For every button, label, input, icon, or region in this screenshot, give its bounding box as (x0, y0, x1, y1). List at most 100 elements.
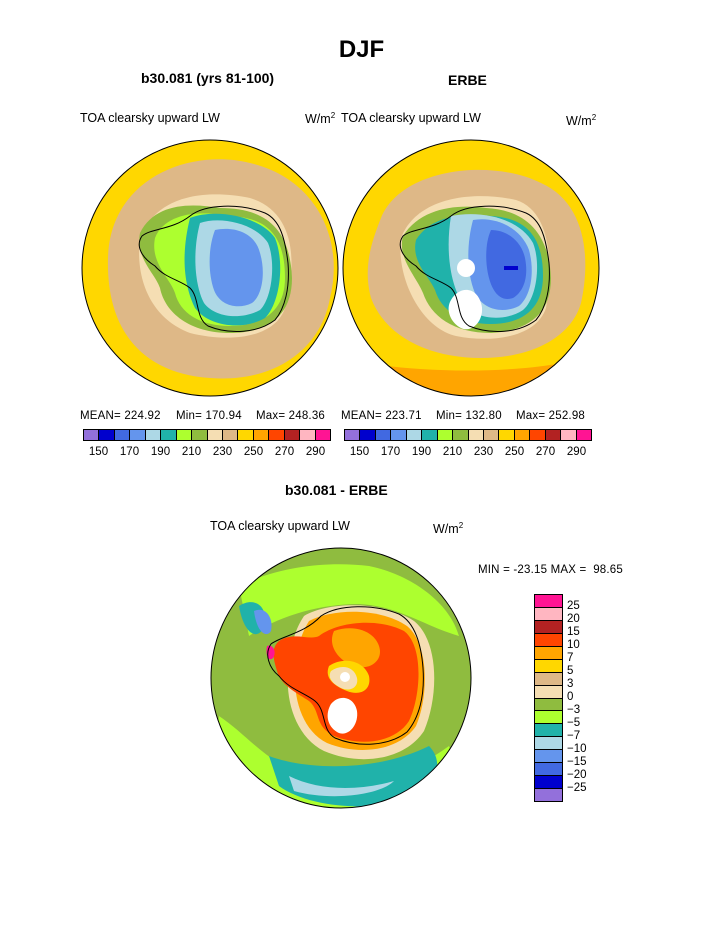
colorbar-tick-label: 230 (212, 446, 233, 458)
diff-colorbar (534, 594, 563, 802)
colorbar-swatch (391, 430, 407, 440)
colorbar-swatch (375, 430, 392, 440)
colorbar-tick-label: 20 (567, 613, 580, 625)
colorbar-swatch (535, 724, 562, 738)
right-max-label: Max= 252.98 (516, 410, 586, 422)
colorbar-swatch (130, 430, 146, 440)
colorbar-swatch (535, 750, 562, 764)
colorbar-swatch (406, 430, 423, 440)
right-field-label: TOA clearsky upward LW (341, 111, 481, 125)
colorbar-swatch (535, 685, 562, 699)
left-colorbar-ticks: 150 170 190 210 230 250 270 290 (0, 446, 723, 460)
right-map (342, 139, 600, 397)
colorbar-tick-label: −3 (567, 704, 581, 716)
colorbar-swatch (535, 672, 562, 686)
colorbar-tick-label: 15 (567, 626, 580, 638)
colorbar-tick-label: 290 (566, 446, 587, 458)
colorbar-swatch (253, 430, 270, 440)
colorbar-tick-label: 290 (305, 446, 326, 458)
diff-map-missing-region (327, 697, 358, 734)
colorbar-swatch (535, 595, 562, 608)
colorbar-swatch (535, 763, 562, 777)
colorbar-tick-label: 190 (150, 446, 171, 458)
diff-map (210, 547, 472, 809)
colorbar-swatch (530, 430, 546, 440)
colorbar-tick-label: 7 (567, 652, 574, 664)
colorbar-swatch (300, 430, 316, 440)
left-min-label: Min= 170.94 (176, 410, 242, 422)
colorbar-tick-label: −10 (567, 743, 587, 755)
colorbar-swatch (535, 789, 562, 801)
colorbar-tick-label: 250 (504, 446, 525, 458)
right-colorbar-ticks: 150 170 190 210 230 250 270 290 (0, 446, 723, 460)
colorbar-tick-label: −25 (567, 782, 587, 794)
colorbar-swatch (161, 430, 177, 440)
colorbar-swatch (238, 430, 254, 440)
right-map-pole-hole (457, 259, 475, 277)
colorbar-tick-label: 3 (567, 678, 574, 690)
colorbar-tick-label: 0 (567, 691, 574, 703)
right-colorbar (344, 429, 592, 441)
colorbar-swatch (284, 430, 301, 440)
colorbar-swatch (514, 430, 531, 440)
colorbar-swatch (535, 776, 562, 790)
diff-panel-title: b30.081 - ERBE (285, 482, 388, 498)
colorbar-tick-label: 10 (567, 639, 580, 651)
colorbar-swatch (561, 430, 577, 440)
colorbar-swatch (545, 430, 562, 440)
colorbar-swatch (192, 430, 208, 440)
colorbar-swatch (535, 737, 562, 751)
colorbar-tick-label: 250 (243, 446, 264, 458)
colorbar-swatch (176, 430, 193, 440)
colorbar-swatch (535, 620, 562, 634)
colorbar-swatch (576, 430, 591, 440)
colorbar-tick-label: 210 (442, 446, 463, 458)
right-map-band-140 (504, 266, 518, 270)
diff-map-pole-hole (340, 672, 350, 682)
diff-minmax-label: MIN = -23.15 MAX = 98.65 (478, 564, 623, 576)
diff-map-patch-minus5-a (239, 564, 459, 636)
left-panel-title: b30.081 (yrs 81-100) (141, 70, 275, 86)
colorbar-tick-label: 270 (274, 446, 295, 458)
colorbar-tick-label: 150 (349, 446, 370, 458)
colorbar-tick-label: 5 (567, 665, 574, 677)
colorbar-tick-label: 25 (567, 600, 580, 612)
colorbar-tick-label: −5 (567, 717, 581, 729)
left-field-label: TOA clearsky upward LW (80, 111, 220, 125)
colorbar-tick-label: 230 (473, 446, 494, 458)
colorbar-swatch (269, 430, 285, 440)
colorbar-tick-label: 190 (411, 446, 432, 458)
colorbar-swatch (483, 430, 500, 440)
right-map-coastline (399, 205, 550, 332)
left-mean-label: MEAN= 224.92 (80, 410, 161, 422)
right-panel-title: ERBE (448, 72, 487, 88)
diff-map-patch-minus10 (289, 776, 394, 797)
colorbar-swatch (360, 430, 376, 440)
colorbar-swatch (535, 659, 562, 673)
colorbar-swatch (468, 430, 484, 440)
diff-map-patch-minus15 (254, 609, 272, 635)
colorbar-swatch (535, 698, 562, 712)
diff-units-label: W/m2 (433, 521, 464, 537)
colorbar-swatch (99, 430, 115, 440)
left-units-label: W/m2 (305, 111, 336, 127)
left-colorbar (83, 429, 331, 441)
colorbar-swatch (453, 430, 469, 440)
left-map-band-170 (209, 228, 263, 307)
colorbar-tick-label: −15 (567, 756, 587, 768)
colorbar-swatch (207, 430, 223, 440)
colorbar-swatch (535, 607, 562, 621)
colorbar-tick-label: 210 (181, 446, 202, 458)
colorbar-swatch (535, 711, 562, 725)
colorbar-swatch (535, 646, 562, 660)
left-map (81, 139, 339, 397)
colorbar-tick-label: 170 (380, 446, 401, 458)
right-map-band-150 (486, 230, 527, 299)
left-map-coastline (138, 205, 289, 332)
colorbar-swatch (535, 633, 562, 647)
left-max-label: Max= 248.36 (256, 410, 326, 422)
diff-map-patch-plus10 (331, 628, 380, 668)
right-units-label: W/m2 (566, 113, 597, 129)
colorbar-swatch (437, 430, 454, 440)
right-mean-label: MEAN= 223.71 (341, 410, 422, 422)
